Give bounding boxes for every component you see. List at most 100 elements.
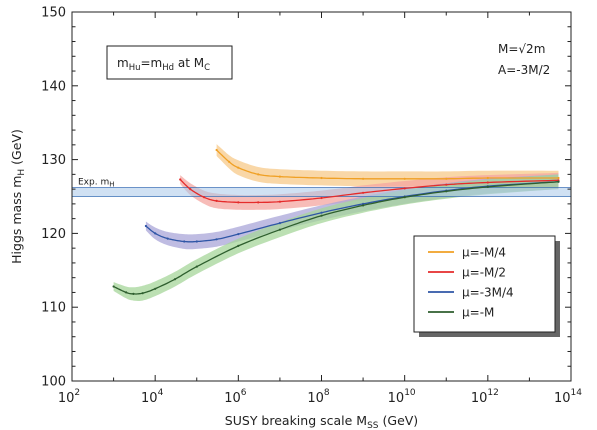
point-series-1 [362, 191, 365, 194]
point-series-3 [362, 204, 365, 207]
point-series-3 [125, 291, 128, 294]
point-series-1 [203, 196, 206, 199]
point-series-0 [486, 176, 489, 180]
x-tick-label-base: 10 [307, 391, 324, 406]
y-tick-label: 130 [41, 153, 66, 168]
x-tick-label-base: 10 [471, 391, 488, 406]
point-series-0 [215, 148, 218, 152]
point-series-3 [486, 185, 489, 188]
chart-labels: SUSY breaking scale MSS (GeV) Higgs mass … [9, 42, 550, 430]
y-tick-label: 150 [41, 6, 66, 21]
x-tick-label: 1014 [554, 388, 582, 406]
condition-text: mHu=mHd at MC [117, 56, 210, 73]
x-tick-label-base: 10 [388, 391, 405, 406]
condition-sub-hu: Hu [129, 63, 141, 73]
legend-label-1: μ=-M/2 [462, 266, 506, 280]
x-tick-label: 108 [307, 388, 330, 406]
point-series-2 [166, 237, 169, 240]
point-series-0 [237, 166, 240, 169]
point-series-3 [557, 180, 560, 183]
point-series-0 [278, 175, 281, 178]
x-tick-label-exp: 10 [404, 388, 416, 398]
y-tick-label: 120 [41, 227, 66, 242]
point-series-1 [257, 201, 260, 204]
param-m-text: M=√2m [498, 42, 545, 56]
x-tick-label: 1012 [471, 388, 499, 406]
axes: 102 104 106 108 1010 1012 10141001101201301401… [41, 6, 582, 407]
point-series-0 [362, 177, 365, 180]
x-tick-label-exp: 4 [158, 388, 164, 398]
point-series-2 [278, 222, 281, 225]
point-series-2 [154, 232, 157, 235]
point-series-2 [195, 240, 198, 243]
point-series-3 [445, 190, 448, 193]
point-series-0 [445, 177, 448, 180]
x-axis-title-sub: SS [367, 421, 379, 430]
x-axis-title-unit: (GeV) [379, 413, 419, 428]
point-series-1 [278, 200, 281, 203]
exp-band-label-main: Exp. m [78, 178, 109, 188]
y-axis-title-unit: (GeV) [9, 129, 24, 169]
point-series-1 [445, 183, 448, 186]
legend: μ=-M/4 μ=-M/2 μ=-3M/4 μ=-M [413, 235, 560, 337]
x-tick-label-exp: 14 [571, 388, 583, 398]
x-tick-label-exp: 6 [241, 388, 247, 398]
param-a-text: A=-3M/2 [498, 63, 550, 77]
condition-at: at M [174, 56, 204, 70]
y-tick-label: 100 [41, 375, 66, 390]
point-series-1 [179, 178, 182, 181]
y-tick-label: 140 [41, 79, 66, 94]
point-series-3 [237, 244, 240, 247]
point-series-1 [215, 199, 218, 202]
exp-band-fill [72, 187, 571, 197]
x-tick-label-base: 10 [224, 391, 241, 406]
point-series-3 [278, 228, 281, 231]
y-axis-title-main: Higgs mass m [9, 176, 24, 264]
x-tick-label-exp: 8 [324, 388, 330, 398]
x-tick-label-exp: 2 [74, 388, 80, 398]
point-series-2 [320, 211, 323, 214]
condition-m1: m [117, 56, 129, 70]
point-series-3 [320, 214, 323, 217]
x-tick-label-base: 10 [58, 391, 75, 406]
band-series-3 [113, 174, 559, 301]
point-series-2 [237, 233, 240, 236]
x-tick-label: 102 [58, 388, 80, 406]
point-series-3 [154, 287, 157, 290]
legend-label-0: μ=-M/4 [462, 246, 506, 260]
band-series-0 [216, 144, 559, 187]
x-tick-label: 106 [224, 388, 247, 406]
line-series-2 [145, 181, 559, 243]
point-series-1 [320, 196, 323, 200]
exp-band-label: Exp. mH [78, 178, 114, 189]
x-tick-label: 104 [141, 388, 164, 406]
point-series-2 [144, 224, 147, 228]
legend-label-2: μ=-3M/4 [462, 286, 514, 300]
x-tick-label: 1010 [388, 388, 416, 406]
point-series-3 [403, 196, 406, 199]
point-series-3 [112, 285, 115, 288]
x-axis-title-main: SUSY breaking scale M [225, 413, 367, 428]
point-series-1 [237, 201, 240, 204]
point-series-3 [141, 292, 144, 295]
exp-band-label-sub: H [109, 181, 114, 189]
x-tick-label-exp: 12 [487, 388, 498, 398]
legend-label-3: μ=-M [462, 306, 494, 320]
point-series-0 [228, 160, 231, 163]
point-series-1 [403, 187, 406, 190]
point-series-3 [132, 292, 135, 295]
point-series-3 [195, 265, 198, 268]
x-axis-title: SUSY breaking scale MSS (GeV) [225, 413, 418, 430]
condition-box [106, 45, 233, 80]
condition-m2: =m [140, 56, 162, 70]
point-series-0 [320, 176, 323, 180]
point-series-1 [189, 188, 192, 191]
point-series-2 [215, 238, 218, 241]
x-tick-label-base: 10 [554, 391, 571, 406]
condition-sub-c: C [204, 63, 210, 73]
series-lines [112, 148, 560, 295]
y-axis-title-sub: H [17, 169, 27, 176]
point-series-3 [173, 278, 177, 281]
y-tick-label: 110 [41, 301, 66, 316]
